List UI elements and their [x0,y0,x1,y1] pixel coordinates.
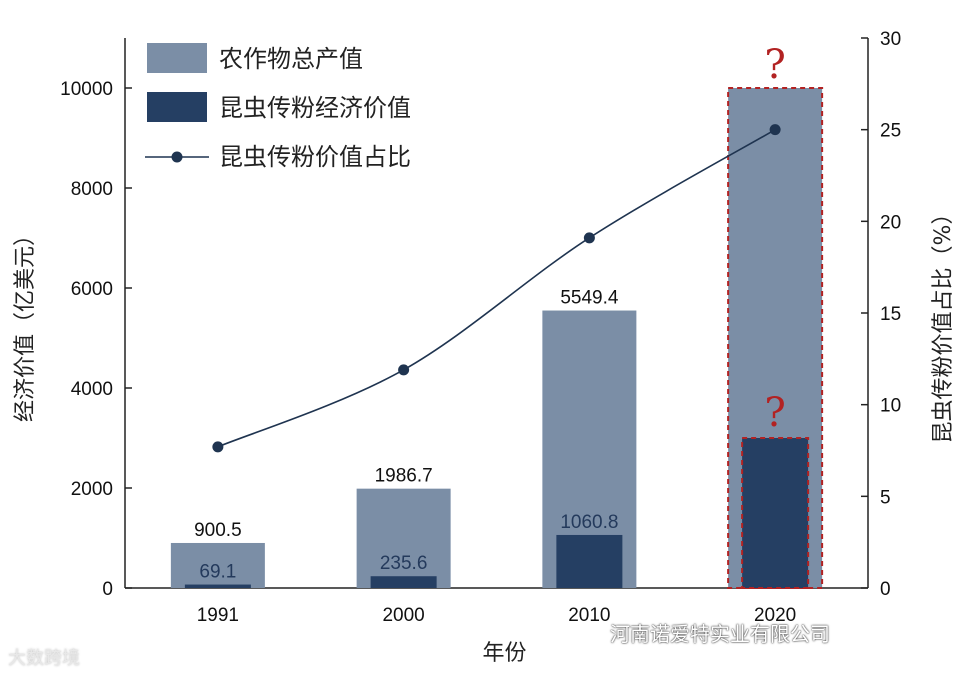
left-tick-label: 10000 [60,79,113,100]
right-tick-label: 0 [880,579,891,600]
axes-layer: 0 2000 4000 6000 8000 10000 0 5 10 15 20 25 30 1991 20… [13,29,956,666]
legend-swatch-total [147,43,207,73]
x-tick-label: 2000 [382,605,424,626]
watermark-left: 大数跨境 [8,648,80,669]
right-tick-label: 30 [880,29,901,50]
ratio-point-2000 [398,364,410,376]
bar-insect-1991 [184,584,251,588]
ratio-line [217,128,776,448]
right-tick-label: 20 [880,212,901,233]
bars-layer [170,87,824,589]
label-insect-1991: 69.1 [199,562,236,583]
right-tick-label: 15 [880,304,901,325]
bar-insect-2000 [370,576,437,588]
annotation-question-total: ? [764,42,785,88]
legend-label-insect: 昆虫传粉经济价值 [219,94,411,122]
label-total-2000: 1986.7 [375,466,433,487]
x-tick-label: 1991 [197,605,239,626]
annotation-question-insect: ? [764,390,785,436]
legend-label-ratio: 昆虫传粉价值占比 [219,143,411,171]
left-tick-label: 4000 [71,379,113,400]
ratio-point-2020 [769,124,781,136]
line-layer [212,124,781,453]
label-insect-2010: 1060.8 [560,512,618,533]
legend-swatch-insect [147,92,207,122]
x-tick-label: 2010 [568,605,610,626]
bar-insect-2010 [556,534,623,588]
left-tick-label: 2000 [71,479,113,500]
labels-layer: 900.5 1986.7 5549.4 69.1 235.6 1060.8?? [194,42,786,583]
left-tick-label: 0 [102,579,113,600]
right-tick-label: 5 [880,487,891,508]
legend-marker-ratio [171,151,183,163]
label-total-2010: 5549.4 [560,288,619,309]
left-axis-title: 经济价值（亿美元） [13,224,38,422]
x-axis-title: 年份 [482,641,526,666]
bar-total-2000 [356,488,451,588]
bar-insect-2020 [741,437,810,589]
legend-label-total: 农作物总产值 [219,45,363,73]
ratio-point-2010 [583,232,595,244]
x-tick-label: 2020 [754,605,796,626]
label-insect-2000: 235.6 [380,553,428,574]
watermark-right: 河南诺爱特实业有限公司 [610,622,830,646]
left-tick-label: 8000 [71,179,113,200]
left-tick-label: 6000 [71,279,113,300]
right-axis-title: 昆虫传粉价值占比（%） [931,203,956,444]
right-tick-label: 25 [880,121,901,142]
ratio-point-1991 [212,441,224,453]
label-total-1991: 900.5 [194,520,242,541]
right-tick-label: 10 [880,396,901,417]
bar-total-1991 [170,542,265,588]
